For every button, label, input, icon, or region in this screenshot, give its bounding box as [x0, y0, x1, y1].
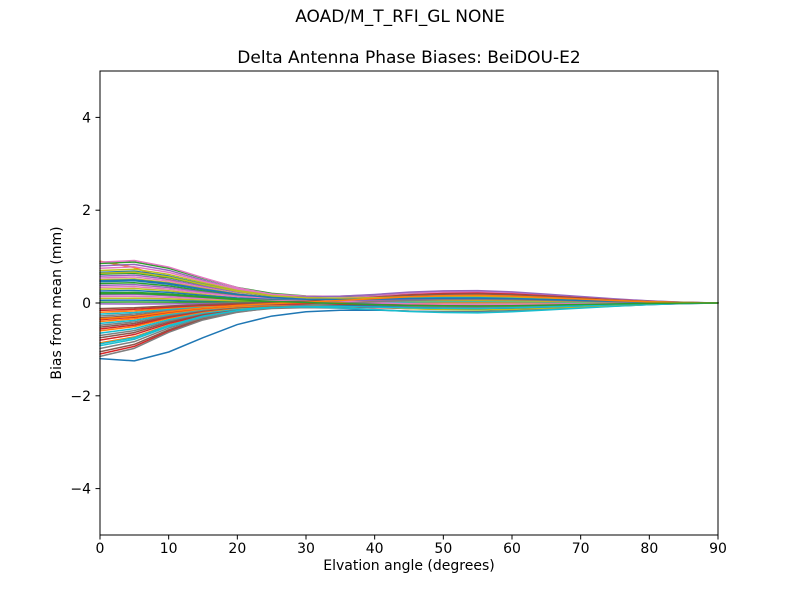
- y-tick-label: −4: [70, 482, 91, 498]
- x-tick-label: 70: [572, 541, 590, 557]
- x-tick-label: 80: [640, 541, 658, 557]
- bias-line: [99, 292, 719, 307]
- x-tick-label: 0: [96, 541, 105, 557]
- x-tick-label: 50: [434, 541, 452, 557]
- bias-line: [99, 294, 719, 320]
- x-tick-label: 20: [228, 541, 246, 557]
- x-axis-label: Elvation angle (degrees): [323, 558, 495, 574]
- bias-line: [99, 302, 719, 334]
- y-tick-label: −2: [70, 389, 91, 405]
- x-tick-label: 90: [709, 541, 727, 557]
- y-axis-label: Bias from mean (mm): [49, 226, 65, 380]
- y-tick-label: 2: [82, 203, 91, 219]
- x-tick-label: 30: [297, 541, 315, 557]
- bias-line: [99, 302, 719, 345]
- figure-title: AOAD/M_T_RFI_GL NONE: [295, 7, 505, 27]
- x-tick-label: 10: [160, 541, 178, 557]
- y-tick-label: 4: [82, 110, 91, 126]
- y-tick-label: 0: [82, 296, 91, 312]
- chart-title: Delta Antenna Phase Biases: BeiDOU-E2: [237, 48, 581, 68]
- x-tick-label: 60: [503, 541, 521, 557]
- x-tick-label: 40: [366, 541, 384, 557]
- bias-line: [99, 274, 719, 304]
